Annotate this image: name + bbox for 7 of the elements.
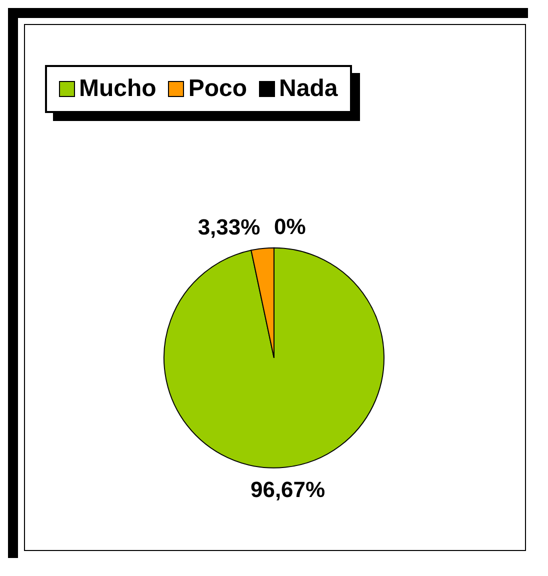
data-label: 3,33% <box>198 214 260 240</box>
legend-label: Poco <box>188 75 248 103</box>
legend-label: Mucho <box>79 75 156 103</box>
text: 0% <box>274 214 306 239</box>
data-label: 96,67% <box>250 477 326 502</box>
legend-label: Nada <box>279 75 338 103</box>
pie-slice <box>164 247 384 468</box>
